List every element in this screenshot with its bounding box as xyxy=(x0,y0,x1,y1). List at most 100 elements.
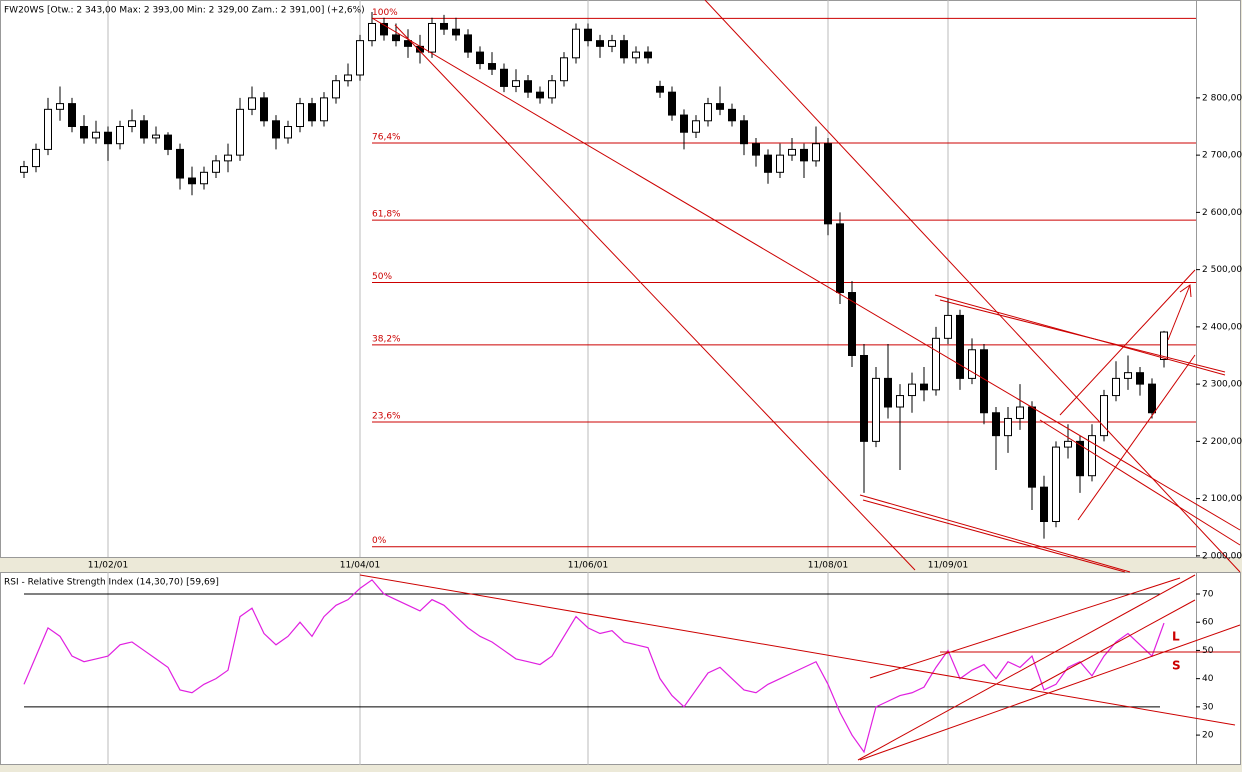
candle-body xyxy=(344,74,352,82)
candle-body xyxy=(56,103,64,110)
trend-line xyxy=(394,24,916,571)
candle-body xyxy=(284,126,292,139)
y-tick-label: 2 700,00 xyxy=(1202,151,1242,161)
fib-label: 100% xyxy=(372,8,398,18)
candle-body xyxy=(1112,377,1120,397)
candle-body xyxy=(608,40,616,47)
trend-line xyxy=(1029,599,1196,691)
candle-body xyxy=(752,143,760,156)
trend-line xyxy=(862,499,1126,573)
trend-lines xyxy=(359,0,1241,761)
candle-body xyxy=(596,40,604,47)
candle-body xyxy=(1064,440,1072,448)
y-tick-label: 30 xyxy=(1202,702,1214,712)
candle-body xyxy=(704,103,712,122)
candle-body xyxy=(128,120,136,128)
candle-body xyxy=(1136,372,1144,385)
candle-body xyxy=(560,57,568,82)
trend-line xyxy=(1077,354,1196,521)
candle-body xyxy=(1004,417,1012,437)
candle-body xyxy=(272,120,280,139)
trend-line xyxy=(1039,419,1241,546)
candle-body xyxy=(200,171,208,185)
price-axis xyxy=(1196,0,1241,558)
trend-line xyxy=(859,624,1241,761)
candle-body xyxy=(452,28,460,36)
price-title: FW20WS [Otw.: 2 343,00 Max: 2 393,00 Min… xyxy=(4,6,365,16)
candle-body xyxy=(980,349,988,414)
candle-body xyxy=(104,131,112,145)
candle-body xyxy=(644,51,652,59)
candle-body xyxy=(260,97,268,122)
marks xyxy=(20,12,1168,754)
candle-body xyxy=(1016,406,1024,419)
candle-body xyxy=(320,97,328,122)
arrow-head xyxy=(1179,284,1192,298)
candle-body xyxy=(1040,486,1048,523)
candle-body xyxy=(548,80,556,99)
candle-body xyxy=(740,120,748,145)
candle-body xyxy=(656,85,664,93)
y-tick-label: 20 xyxy=(1202,731,1214,741)
trend-line xyxy=(859,494,1131,573)
candle-body xyxy=(392,34,400,42)
candle-body xyxy=(716,103,724,110)
candle-body xyxy=(500,68,508,87)
candle-body xyxy=(692,120,700,133)
candle-body xyxy=(944,314,952,339)
candle-body xyxy=(1124,372,1132,379)
grid xyxy=(24,0,1200,765)
candle-body xyxy=(176,148,184,179)
candle-body xyxy=(356,40,364,76)
y-tick-label: 40 xyxy=(1202,674,1214,684)
y-tick-label: 2 100,00 xyxy=(1202,494,1242,504)
candle-body xyxy=(932,337,940,391)
trend-line xyxy=(1059,269,1196,416)
candle-body xyxy=(1160,331,1168,361)
y-tick-label: 2 600,00 xyxy=(1202,208,1242,218)
x-tick-label: 11/06/01 xyxy=(568,561,608,571)
y-tick-label: 60 xyxy=(1202,618,1214,628)
candle-body xyxy=(728,108,736,122)
trend-line xyxy=(939,299,1226,373)
trend-line xyxy=(359,574,1236,726)
candle-body xyxy=(224,154,232,162)
rsi-panel xyxy=(0,572,1197,765)
candle-body xyxy=(368,22,376,42)
candle-body xyxy=(860,354,868,442)
candle-body xyxy=(968,349,976,379)
rsi-title: RSI - Relative Strength Index (14,30,70)… xyxy=(4,578,219,588)
x-tick-label: 11/09/01 xyxy=(928,561,968,571)
candle-body xyxy=(632,51,640,59)
labels: FW20WS [Otw.: 2 343,00 Max: 2 393,00 Min… xyxy=(4,6,1242,741)
candle-body xyxy=(488,63,496,70)
candle-body xyxy=(92,131,100,139)
y-tick-label: 2 400,00 xyxy=(1202,322,1242,332)
candle-body xyxy=(800,148,808,162)
candle-body xyxy=(680,114,688,133)
candle-body xyxy=(32,148,40,168)
y-tick-label: 2 800,00 xyxy=(1202,93,1242,103)
x-tick-label: 11/04/01 xyxy=(340,561,380,571)
candle-body xyxy=(20,166,28,173)
candle-body xyxy=(956,314,964,379)
candle-body xyxy=(764,154,772,173)
candle-body xyxy=(188,177,196,185)
candle-body xyxy=(1148,383,1156,414)
trend-line xyxy=(857,574,1196,761)
candle-body xyxy=(140,120,148,139)
candle-body xyxy=(572,28,580,59)
y-tick-label: 2 500,00 xyxy=(1202,265,1242,275)
y-tick-label: 50 xyxy=(1202,646,1214,656)
candle-body xyxy=(68,103,76,128)
candle-body xyxy=(836,223,844,294)
candle-body xyxy=(812,143,820,162)
fib-label: 0% xyxy=(372,536,387,546)
candle-body xyxy=(668,91,676,116)
price-panel xyxy=(0,0,1197,558)
candle-body xyxy=(404,40,412,47)
candle-body xyxy=(152,134,160,139)
trend-line xyxy=(869,577,1181,679)
candle-body xyxy=(1052,446,1060,523)
